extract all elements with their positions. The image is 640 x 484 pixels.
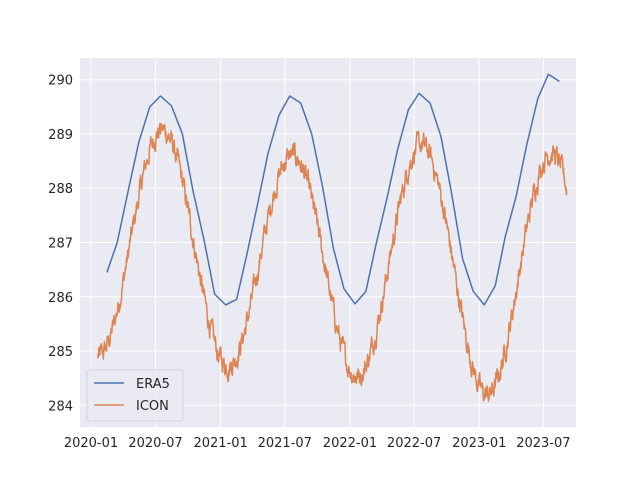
y-tick-label: 290 (48, 74, 73, 89)
y-tick-label: 288 (48, 182, 73, 197)
y-tick-label: 287 (48, 237, 73, 252)
x-tick-label: 2022-01 (323, 436, 377, 451)
x-tick-label: 2022-07 (387, 436, 441, 451)
y-tick-label: 284 (48, 399, 73, 414)
y-tick-label: 286 (48, 291, 73, 306)
x-tick-label: 2021-07 (258, 436, 312, 451)
x-tick-label: 2023-07 (516, 436, 570, 451)
x-tick-label: 2020-01 (64, 436, 118, 451)
x-tick-label: 2023-01 (452, 436, 506, 451)
series-line-icon (96, 122, 568, 402)
x-tick-label: 2020-07 (128, 436, 182, 451)
legend: ERA5 ICON (86, 369, 184, 422)
legend-label-icon: ICON (136, 399, 169, 414)
legend-label-era5: ERA5 (136, 377, 170, 392)
x-tick-label: 2021-01 (193, 436, 247, 451)
tick-labels: 2020-01 2020-07 2021-01 2021-07 2022-01 2022-… (48, 74, 570, 451)
y-tick-label: 289 (48, 128, 73, 143)
series-lines (96, 73, 568, 402)
y-tick-label: 285 (48, 345, 73, 360)
series-line-era5 (106, 73, 560, 306)
